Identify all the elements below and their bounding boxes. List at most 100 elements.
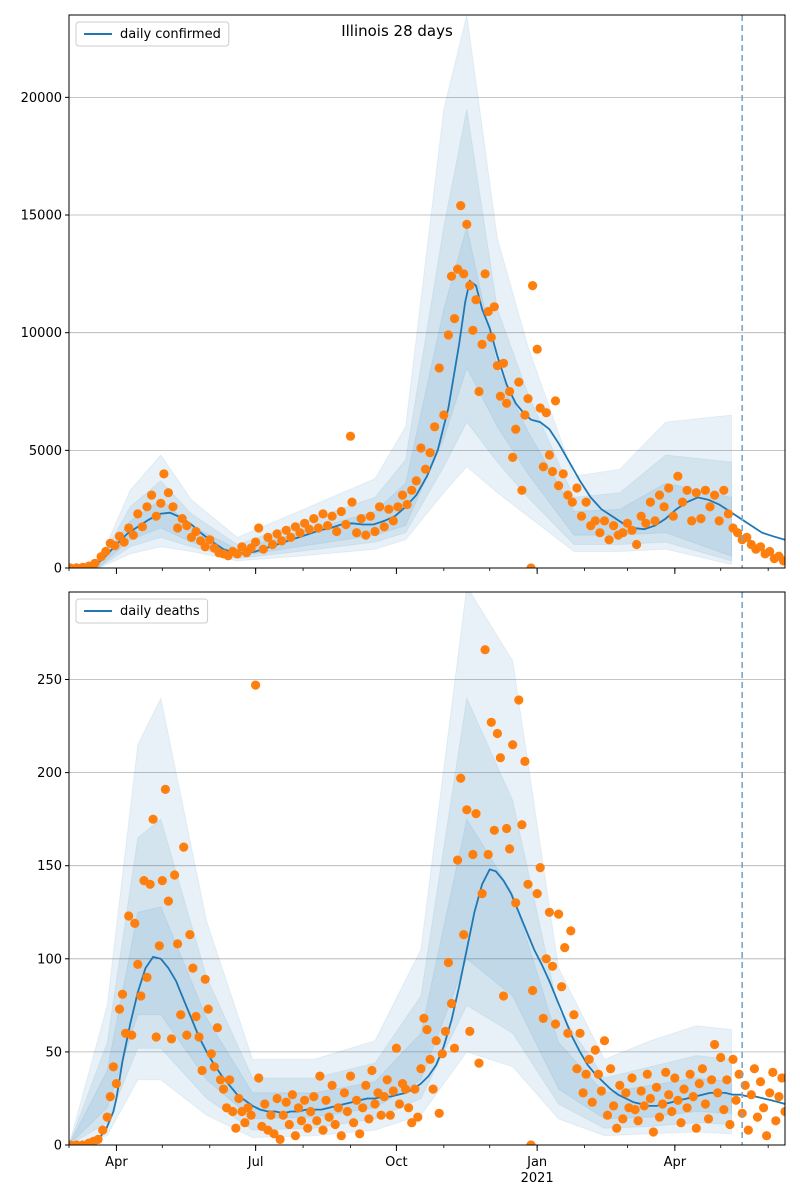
data-point xyxy=(234,1093,244,1104)
data-point xyxy=(673,1095,683,1105)
data-point xyxy=(411,476,421,486)
data-point xyxy=(179,842,189,852)
data-point xyxy=(420,464,431,474)
data-point xyxy=(290,1131,300,1141)
data-point xyxy=(639,1101,649,1111)
y-tick-label: 50 xyxy=(45,1045,62,1060)
data-point xyxy=(124,523,134,533)
data-point xyxy=(742,532,752,543)
data-point xyxy=(471,809,481,819)
data-point xyxy=(654,490,665,500)
data-point xyxy=(168,502,178,512)
data-point xyxy=(682,485,692,495)
data-point xyxy=(228,1106,238,1117)
data-point xyxy=(205,535,215,545)
y-tick-label: 5000 xyxy=(29,444,62,459)
data-point xyxy=(434,363,444,373)
data-point xyxy=(281,1097,291,1107)
data-point xyxy=(572,1064,582,1074)
data-point xyxy=(532,889,542,899)
data-point xyxy=(569,1010,579,1020)
data-point xyxy=(133,509,143,519)
data-point xyxy=(102,1112,112,1122)
data-point xyxy=(498,358,509,368)
data-point xyxy=(111,1079,121,1089)
data-point xyxy=(691,488,701,498)
data-point xyxy=(696,514,706,524)
y-tick-label: 100 xyxy=(37,952,62,967)
data-point xyxy=(413,1112,423,1122)
data-point xyxy=(558,469,568,479)
data-point xyxy=(489,302,499,312)
data-point xyxy=(550,396,561,406)
data-point xyxy=(602,1110,613,1120)
data-point xyxy=(459,269,469,279)
data-point xyxy=(147,490,157,500)
data-point xyxy=(98,1125,108,1135)
data-point xyxy=(200,974,210,984)
data-point xyxy=(254,523,264,533)
data-point xyxy=(267,539,278,550)
data-point xyxy=(480,645,490,655)
data-point xyxy=(707,1075,717,1085)
data-point xyxy=(511,898,521,908)
data-point xyxy=(356,514,366,524)
data-point xyxy=(668,511,678,521)
data-point xyxy=(477,889,487,899)
data-point xyxy=(166,1034,177,1044)
data-point xyxy=(703,1114,714,1124)
data-point xyxy=(177,514,187,524)
data-point xyxy=(520,410,530,420)
plot-area xyxy=(69,592,785,1145)
data-point xyxy=(486,717,496,727)
data-point xyxy=(440,1026,450,1036)
data-point xyxy=(676,1118,686,1128)
data-point xyxy=(119,537,129,547)
data-point xyxy=(281,525,291,535)
data-point xyxy=(520,756,530,767)
data-point xyxy=(567,497,577,507)
data-point xyxy=(309,514,319,524)
data-point xyxy=(456,773,466,783)
data-point xyxy=(566,926,576,936)
data-point xyxy=(508,452,518,462)
data-point xyxy=(341,519,351,530)
data-point xyxy=(246,1110,256,1120)
data-point xyxy=(468,325,478,335)
data-point xyxy=(609,521,619,531)
data-point xyxy=(682,1103,692,1113)
data-point xyxy=(355,1129,365,1139)
y-tick-label: 0 xyxy=(54,562,62,577)
data-point xyxy=(379,1092,389,1102)
data-point xyxy=(275,1134,285,1144)
data-point xyxy=(225,1075,235,1085)
data-point xyxy=(142,972,152,983)
chart-panel-1: 0 5000 10000 15000 20000 Illinois 28 days dail… xyxy=(21,14,786,577)
data-point xyxy=(541,954,551,964)
data-point xyxy=(621,1088,631,1098)
y-tick-label: 200 xyxy=(37,766,62,781)
data-point xyxy=(489,825,499,835)
data-point xyxy=(593,1069,604,1079)
data-point xyxy=(710,1039,720,1050)
data-point xyxy=(765,546,775,557)
data-point xyxy=(422,1025,432,1035)
data-point xyxy=(197,1065,207,1076)
y-tick-label: 20000 xyxy=(21,91,62,106)
data-point xyxy=(502,823,512,834)
data-point xyxy=(388,516,398,526)
data-point xyxy=(526,563,536,568)
data-point xyxy=(352,1095,362,1105)
data-point xyxy=(212,1023,222,1033)
data-point xyxy=(596,1086,607,1096)
data-point xyxy=(254,1073,264,1083)
data-point xyxy=(315,1071,325,1081)
data-point xyxy=(324,1112,334,1122)
data-point xyxy=(780,1106,785,1117)
data-point xyxy=(416,1064,426,1074)
data-point xyxy=(697,1064,708,1074)
data-point xyxy=(309,1092,319,1102)
data-point xyxy=(358,1103,368,1113)
